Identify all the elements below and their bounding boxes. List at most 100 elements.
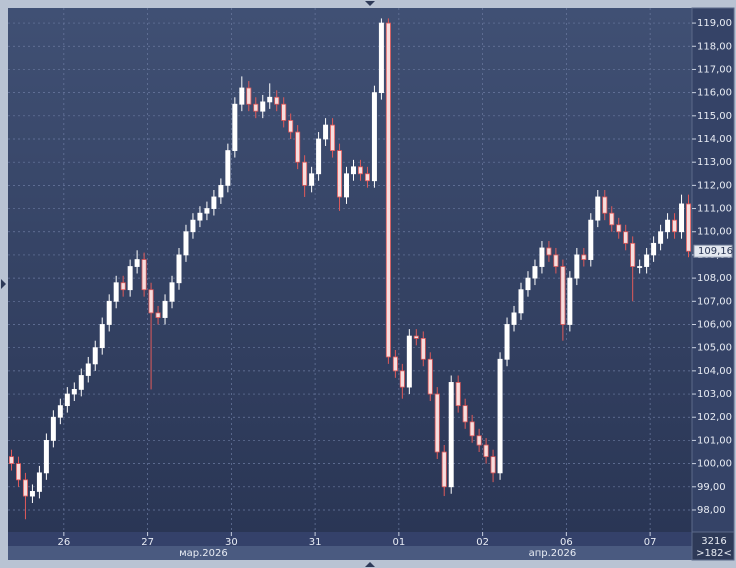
y-tick-label: 118,00: [697, 41, 732, 52]
candle-body: [665, 219, 671, 233]
month-label: мар.2026: [179, 548, 228, 559]
candle-body: [22, 479, 28, 497]
candle-body: [99, 324, 105, 349]
x-tick-label: 01: [392, 537, 405, 548]
candle-body: [337, 150, 343, 198]
candle-body: [309, 173, 315, 186]
candle-body: [623, 231, 629, 244]
candle-body: [497, 358, 503, 474]
candle-body: [637, 266, 643, 268]
candle-body: [546, 247, 552, 256]
candle-body: [483, 444, 489, 458]
candle-body: [253, 103, 259, 112]
candle-body: [399, 370, 405, 388]
candle-body: [455, 382, 461, 407]
candle-body: [330, 124, 336, 151]
candle-body: [120, 282, 126, 291]
corner-range: >182<: [696, 548, 732, 559]
y-tick-label: 107,00: [697, 296, 732, 307]
last-price-label: 109,16: [698, 246, 733, 257]
candle-body: [357, 166, 363, 175]
candle-body: [197, 212, 203, 221]
candle-body: [658, 231, 664, 244]
y-tick-label: 113,00: [697, 157, 732, 168]
candle-body: [616, 224, 622, 233]
candle-body: [385, 22, 391, 358]
candle-body: [595, 196, 601, 221]
candle-body: [36, 472, 42, 492]
x-tick-label: 06: [560, 537, 573, 548]
candle-body: [448, 382, 454, 488]
y-tick-label: 114,00: [697, 134, 732, 145]
candle-body: [532, 266, 538, 279]
candle-body: [183, 231, 189, 256]
month-strip: [8, 546, 692, 560]
candle-body: [686, 203, 692, 252]
y-tick-label: 102,00: [697, 412, 732, 423]
candle-body: [43, 440, 49, 474]
candle-body: [504, 324, 510, 360]
candle-body: [190, 219, 196, 233]
candle-body: [672, 219, 678, 233]
candle-body: [518, 289, 524, 314]
candle-body: [511, 312, 517, 325]
candle-body: [295, 131, 301, 163]
x-tick-label: 31: [309, 537, 322, 548]
y-tick-label: 101,00: [697, 435, 732, 446]
candle-body: [169, 282, 175, 302]
candle-body: [434, 393, 440, 453]
y-tick-label: 112,00: [697, 180, 732, 191]
candle-body: [462, 405, 468, 423]
y-tick-label: 110,00: [697, 227, 732, 238]
y-tick-label: 117,00: [697, 64, 732, 75]
candle-body: [134, 259, 140, 267]
candle-body: [127, 266, 133, 291]
candle-body: [155, 312, 161, 318]
candle-body: [211, 196, 217, 209]
candle-body: [281, 103, 287, 121]
candle-body: [490, 456, 496, 474]
candle-body: [323, 124, 329, 140]
candle-body: [78, 375, 84, 390]
candle-body: [148, 289, 154, 314]
candle-body: [176, 254, 182, 284]
candle-body: [392, 356, 398, 372]
candle-body: [204, 208, 210, 214]
candle-body: [85, 363, 91, 376]
candle-body: [29, 491, 35, 497]
candle-body: [113, 282, 119, 302]
candle-body: [420, 337, 426, 360]
candle-body: [64, 393, 70, 407]
candle-body: [679, 203, 685, 233]
candle-body: [567, 277, 573, 325]
candle-body: [350, 166, 356, 175]
candle-body: [378, 22, 384, 94]
y-tick-label: 103,00: [697, 389, 732, 400]
y-tick-label: 108,00: [697, 273, 732, 284]
candle-body: [602, 196, 608, 214]
y-tick-label: 100,00: [697, 459, 732, 470]
candle-body: [15, 463, 21, 481]
y-axis-panel: [691, 7, 735, 533]
candle-body: [57, 405, 63, 418]
bottom-marker: [365, 562, 375, 567]
candle-body: [239, 87, 245, 105]
last-price-box: [693, 244, 733, 258]
candle-body: [106, 300, 112, 325]
candle-body: [609, 212, 615, 226]
candle-body: [651, 242, 657, 256]
left-marker: [1, 279, 6, 289]
candle-body: [525, 277, 531, 291]
candle-body: [560, 266, 566, 325]
candle-body: [476, 435, 482, 446]
candle-body: [371, 92, 377, 182]
corner-count: 3216: [701, 536, 726, 547]
month-label: апр.2026: [529, 548, 577, 559]
candle-body: [581, 254, 587, 260]
candle-body: [246, 87, 252, 105]
candle-body: [588, 219, 594, 260]
candle-body: [267, 96, 273, 103]
candle-body: [574, 254, 580, 279]
candle-body: [92, 347, 98, 365]
